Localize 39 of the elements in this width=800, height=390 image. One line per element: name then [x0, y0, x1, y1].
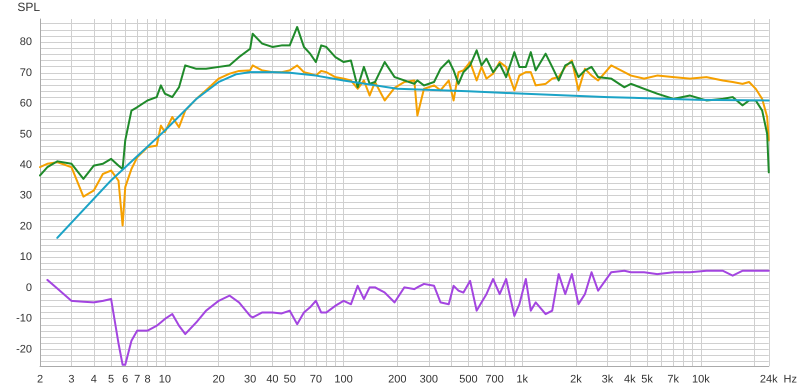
x-tick-label: 6 — [122, 374, 128, 386]
x-tick-label: 5 — [108, 374, 114, 386]
x-tick-label: 70 — [310, 374, 322, 386]
x-tick-label: 30 — [244, 374, 256, 386]
x-tick-label: 200 — [388, 374, 406, 386]
y-tick-label: 0 — [26, 282, 32, 294]
x-tick-label: 2 — [36, 374, 44, 386]
x-tick-label: 50 — [284, 374, 296, 386]
x-tick-label: 10k — [692, 374, 710, 386]
x-tick-label: 2k — [570, 374, 582, 386]
y-tick-label: 60 — [20, 98, 32, 110]
y-axis-title: SPL — [17, 0, 40, 14]
y-tick-label: 30 — [20, 190, 32, 202]
x-tick-label: 500 — [459, 374, 478, 386]
x-tick-label: 8 — [144, 374, 151, 386]
x-tick-label: 10 — [158, 374, 172, 386]
x-tick-label: 20 — [212, 374, 225, 386]
x-tick-label: 5k — [641, 374, 654, 386]
x-tick-label: 4 — [90, 374, 97, 386]
x-tick-label: 700 — [485, 374, 504, 386]
x-tick-label: 4k — [624, 374, 636, 386]
x-axis-title: Hz — [784, 374, 798, 386]
x-tick-label: 24k — [760, 374, 778, 386]
y-tick-label: -10 — [16, 312, 32, 325]
x-tick-label: 7 — [134, 374, 140, 386]
y-tick-label: 40 — [20, 158, 32, 171]
x-tick-label: 40 — [266, 374, 279, 386]
x-tick-label: 300 — [420, 374, 438, 386]
y-tick-label: 20 — [20, 220, 32, 232]
y-tick-label: 50 — [20, 128, 32, 140]
y-tick-label: 80 — [20, 36, 32, 48]
x-tick-label: 7k — [667, 374, 680, 386]
x-tick-label: 100 — [334, 374, 353, 386]
y-tick-label: -20 — [16, 343, 32, 356]
x-tick-label: 1k — [516, 374, 529, 386]
y-tick-label: 10 — [20, 251, 32, 264]
x-tick-label: 3k — [602, 374, 614, 386]
y-tick-label: 70 — [20, 66, 32, 79]
x-tick-label: 3 — [68, 374, 75, 386]
